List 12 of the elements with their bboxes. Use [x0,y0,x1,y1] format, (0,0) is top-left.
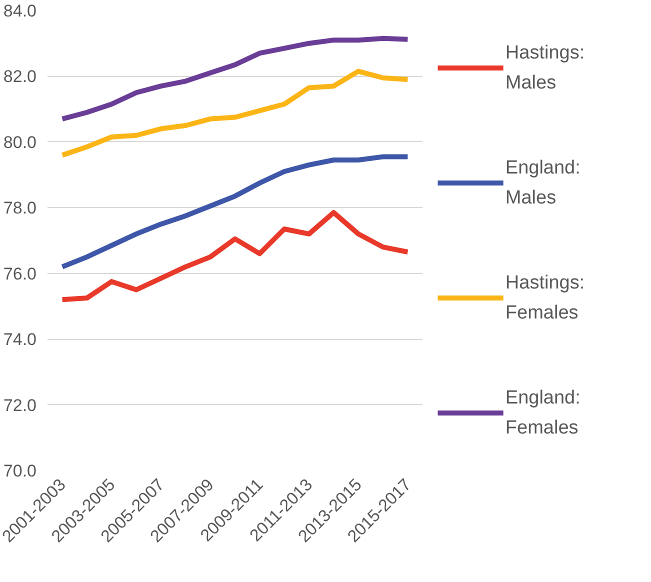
y-tick-label: 76.0 [3,264,37,284]
legend-label: Hastings: Females [505,272,585,324]
y-tick-label: 70.0 [3,462,37,480]
y-tick-label: 82.0 [3,67,37,86]
legend-label: Hastings: Males [505,42,585,94]
legend-label: England: Females [505,387,580,439]
y-tick-label: 74.0 [3,330,37,350]
y-tick-label: 84.0 [3,2,37,20]
y-tick-label: 72.0 [3,396,37,415]
y-tick-label: 80.0 [3,132,37,152]
y-tick-label: 78.0 [3,198,37,218]
legend-label: England: Males [505,157,580,209]
